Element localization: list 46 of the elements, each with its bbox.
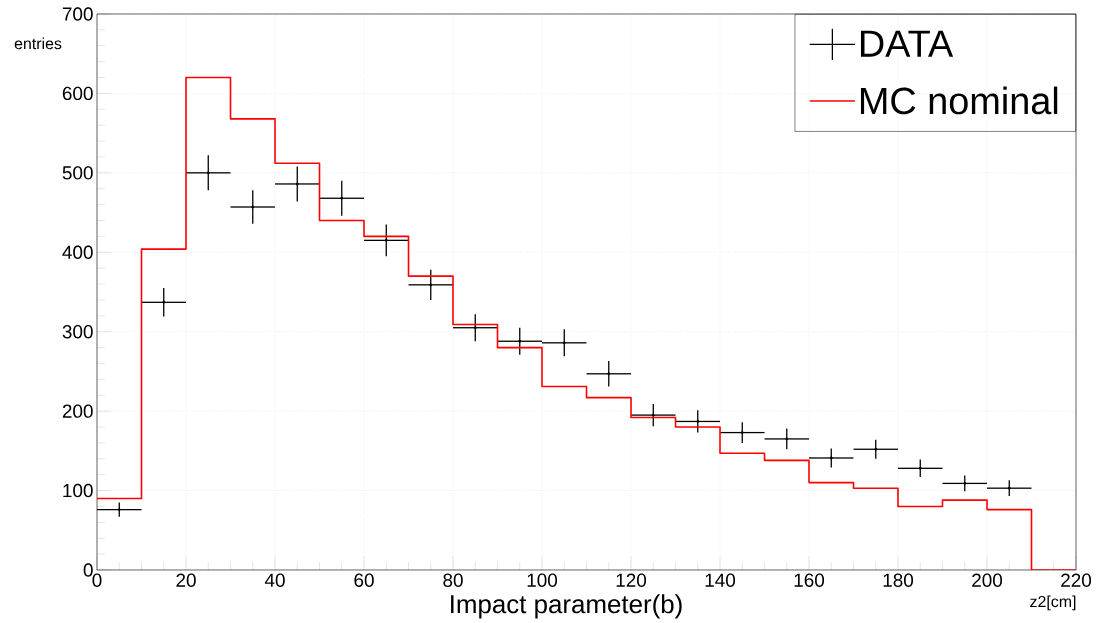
point bbox=[562, 341, 566, 345]
x-tick-label: 120 bbox=[616, 573, 647, 587]
y-tick-label: 400 bbox=[62, 245, 93, 259]
point bbox=[874, 447, 878, 451]
point bbox=[651, 413, 655, 417]
point bbox=[829, 456, 833, 460]
y-tick-label: 600 bbox=[62, 86, 93, 101]
legend-label: DATA bbox=[860, 30, 954, 57]
point bbox=[162, 300, 166, 304]
point bbox=[1007, 486, 1011, 490]
x-tick-label: 160 bbox=[794, 573, 825, 587]
x-tick-label: 180 bbox=[883, 573, 914, 587]
point bbox=[518, 339, 522, 343]
x-tick-label: 0 bbox=[92, 573, 102, 587]
x-tick-label: 20 bbox=[176, 573, 196, 587]
legend-label: MC nominal bbox=[860, 86, 1058, 115]
x-tick-label: 100 bbox=[527, 573, 558, 587]
y-axis-title: entries bbox=[14, 37, 62, 50]
y-tick-label: 0 bbox=[83, 563, 93, 577]
y-tick-label: 700 bbox=[62, 7, 93, 21]
point bbox=[473, 326, 477, 330]
x-tick-label: 80 bbox=[443, 573, 463, 587]
point bbox=[251, 205, 255, 209]
y-tick-label: 300 bbox=[62, 325, 93, 339]
point bbox=[295, 182, 299, 186]
x-tick-label: 200 bbox=[972, 573, 1003, 587]
x-tick-label: 40 bbox=[264, 573, 285, 587]
point bbox=[785, 437, 789, 441]
point bbox=[696, 420, 700, 423]
point bbox=[429, 283, 433, 287]
point bbox=[206, 171, 210, 175]
point bbox=[384, 238, 388, 242]
point bbox=[740, 431, 744, 434]
y-tick-label: 100 bbox=[63, 483, 93, 498]
y-tick-label: 500 bbox=[62, 166, 93, 180]
text: Impact parameter(b) bbox=[451, 594, 682, 619]
x-tick-label: 140 bbox=[705, 573, 736, 587]
x-tick-label: 220 bbox=[1061, 573, 1092, 587]
point bbox=[918, 466, 922, 470]
point bbox=[607, 372, 611, 376]
x-tick-label: 60 bbox=[354, 573, 374, 587]
point bbox=[963, 482, 967, 485]
y-tick-label: 200 bbox=[62, 404, 93, 418]
point bbox=[117, 508, 121, 512]
point bbox=[340, 196, 344, 200]
x-axis-title: z2[cm] bbox=[1030, 595, 1076, 611]
